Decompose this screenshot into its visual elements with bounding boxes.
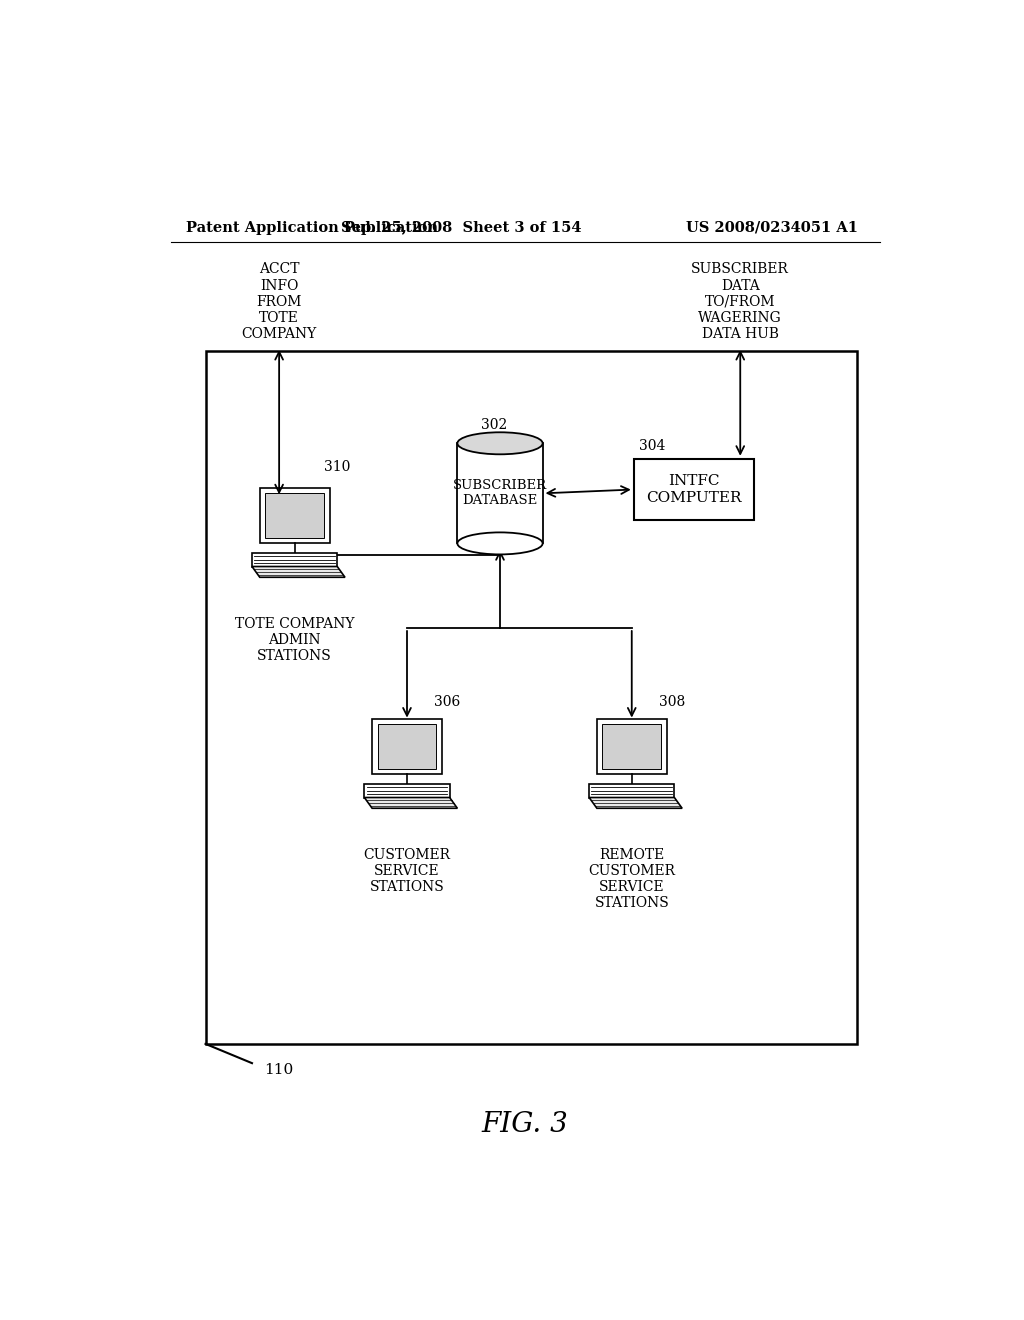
Text: REMOTE
CUSTOMER
SERVICE
STATIONS: REMOTE CUSTOMER SERVICE STATIONS [588,847,675,911]
Polygon shape [365,797,458,808]
Bar [365,784,450,797]
Text: 110: 110 [263,1063,293,1077]
Bar [260,488,330,544]
Polygon shape [252,566,345,577]
Text: 302: 302 [480,417,507,432]
Bar [597,719,667,775]
Text: 304: 304 [640,438,666,453]
Ellipse shape [458,532,543,554]
Bar [634,459,754,520]
Text: ACCT
INFO
FROM
TOTE
COMPANY: ACCT INFO FROM TOTE COMPANY [242,263,316,341]
Text: FIG. 3: FIG. 3 [481,1111,568,1138]
Text: 306: 306 [434,694,461,709]
Text: US 2008/0234051 A1: US 2008/0234051 A1 [686,220,858,235]
Bar [206,351,856,1044]
Ellipse shape [458,432,543,454]
Text: CUSTOMER
SERVICE
STATIONS: CUSTOMER SERVICE STATIONS [364,847,451,894]
Bar [458,444,543,544]
Text: SUBSCRIBER
DATA
TO/FROM
WAGERING
DATA HUB: SUBSCRIBER DATA TO/FROM WAGERING DATA HU… [691,263,790,341]
Text: INTFC
COMPUTER: INTFC COMPUTER [646,474,741,504]
Text: 308: 308 [658,694,685,709]
Bar [372,719,442,775]
Text: TOTE COMPANY
ADMIN
STATIONS: TOTE COMPANY ADMIN STATIONS [234,616,354,663]
Bar [265,494,324,539]
Text: Patent Application Publication: Patent Application Publication [186,220,438,235]
Bar [602,725,662,770]
Text: 310: 310 [324,461,350,474]
Text: Sep. 25, 2008  Sheet 3 of 154: Sep. 25, 2008 Sheet 3 of 154 [341,220,582,235]
Text: SUBSCRIBER
DATABASE: SUBSCRIBER DATABASE [453,479,547,507]
Bar [589,784,675,797]
Polygon shape [589,797,682,808]
Bar [378,725,436,770]
Bar [252,553,337,566]
